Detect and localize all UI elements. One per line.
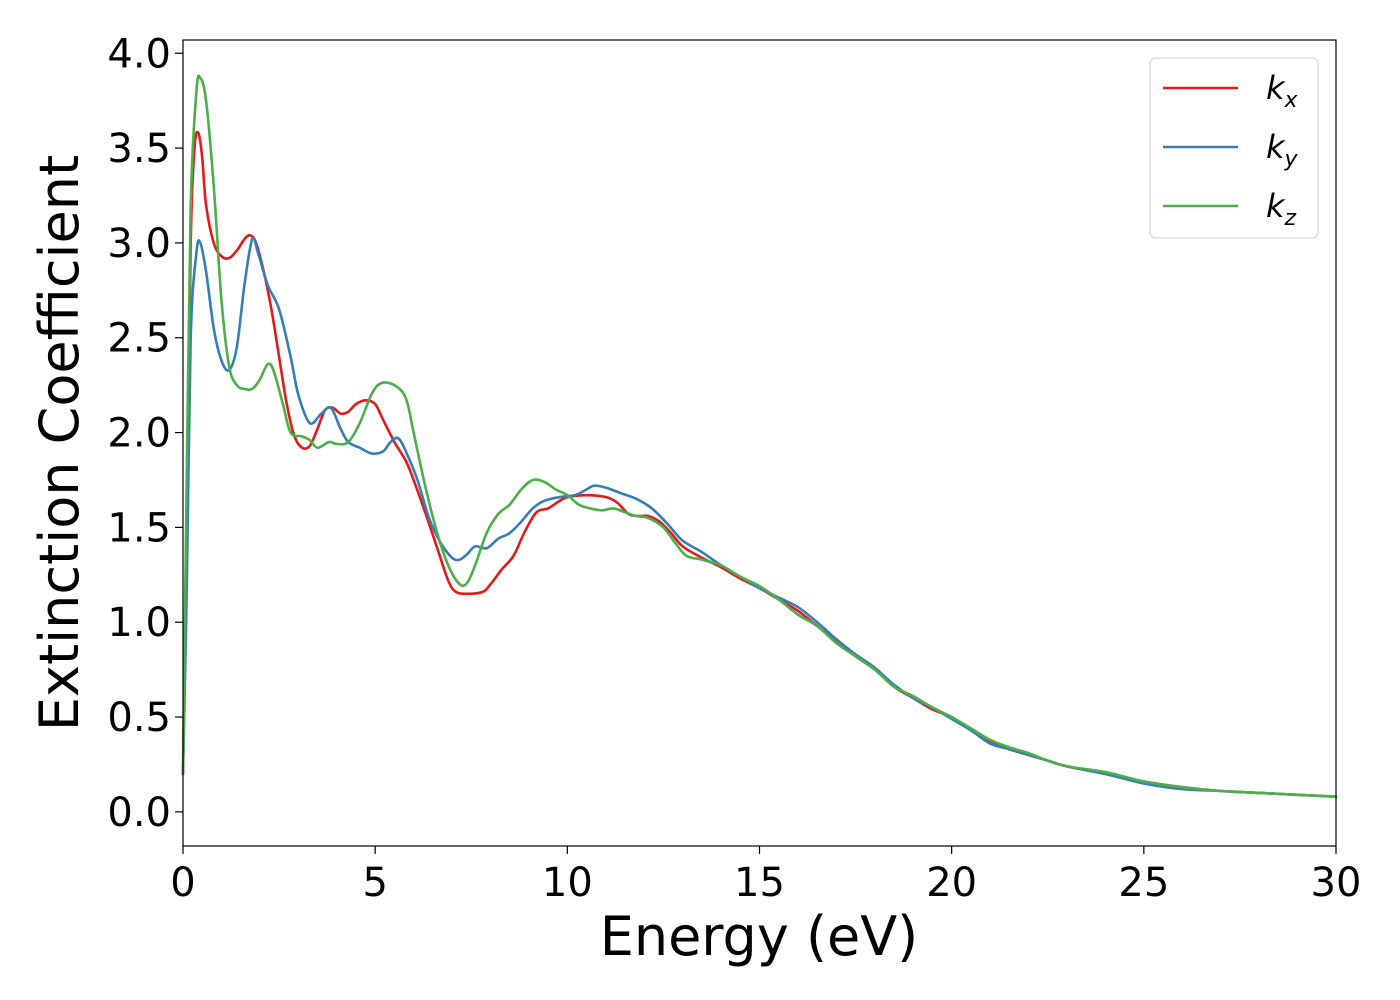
series-line-k-x bbox=[181, 130, 1338, 798]
y-tick-label: 0.5 bbox=[107, 695, 171, 741]
x-tick-label: 20 bbox=[926, 860, 977, 906]
x-axis-label: Energy (eV) bbox=[600, 905, 919, 968]
y-tick-label: 1.0 bbox=[107, 600, 171, 646]
legend: kx ky kz bbox=[1149, 57, 1319, 239]
x-tick-label: 15 bbox=[734, 860, 785, 906]
y-axis-label: Extinction Coefficient bbox=[28, 155, 91, 731]
series-layer bbox=[181, 74, 1338, 798]
x-tick-label: 25 bbox=[1118, 860, 1169, 906]
x-tick-label: 0 bbox=[170, 860, 195, 906]
series-line-k-y bbox=[181, 236, 1338, 798]
y-tick-label: 3.5 bbox=[107, 126, 171, 172]
y-tick-label: 3.0 bbox=[107, 221, 171, 267]
x-tick-label: 5 bbox=[362, 860, 387, 906]
x-tick-label: 10 bbox=[542, 860, 593, 906]
y-tick-label: 0.0 bbox=[107, 790, 171, 836]
y-tick-label: 2.5 bbox=[107, 316, 171, 362]
x-tick-label: 30 bbox=[1311, 860, 1362, 906]
y-tick-label: 4.0 bbox=[107, 31, 171, 77]
y-axis-ticks: 0.0 0.5 1.0 1.5 2.0 2.5 3.0 3.5 4.0 bbox=[107, 31, 183, 836]
legend-label-k-y: ky bbox=[1266, 128, 1299, 172]
series-line-k-z bbox=[181, 74, 1338, 798]
legend-label-k-z: kz bbox=[1266, 187, 1297, 231]
x-axis-ticks: 0 5 10 15 20 25 30 bbox=[170, 846, 1361, 906]
legend-label-k-x: kx bbox=[1266, 69, 1299, 113]
y-tick-label: 1.5 bbox=[107, 505, 171, 551]
y-tick-label: 2.0 bbox=[107, 411, 171, 457]
